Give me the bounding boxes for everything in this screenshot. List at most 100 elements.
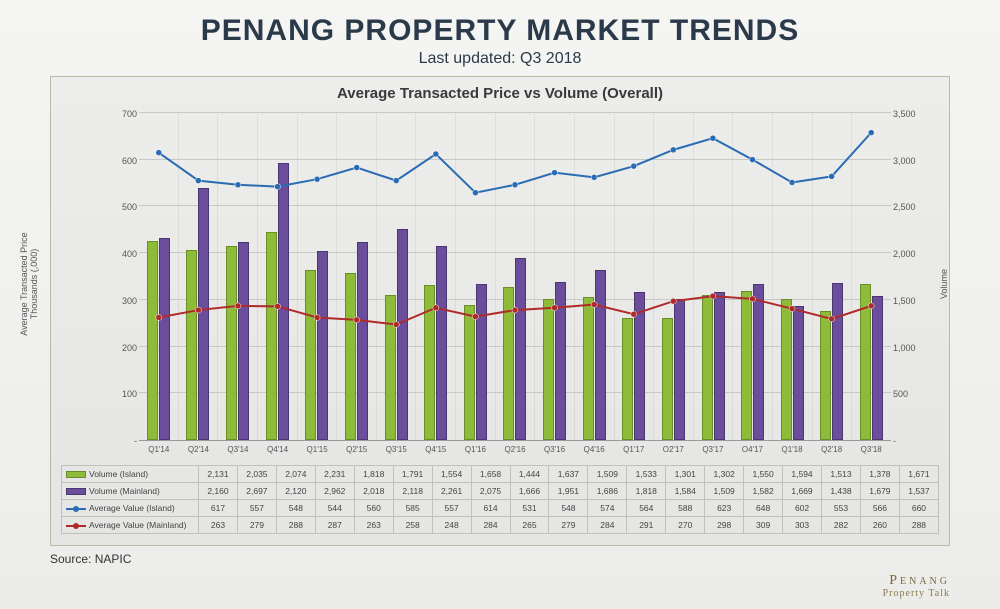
y-tick-right: 3,500 xyxy=(893,109,925,119)
table-cell: 2,261 xyxy=(432,483,471,500)
x-axis-label: Q3'15 xyxy=(376,443,416,461)
table-cell: 1,584 xyxy=(666,483,705,500)
legend-line-icon xyxy=(66,525,86,527)
y-tick-left: 100 xyxy=(109,389,137,399)
bar-volume-island xyxy=(186,250,197,440)
y-tick-right: 1,000 xyxy=(893,343,925,353)
bar-volume-mainland xyxy=(357,242,368,440)
table-cell: 585 xyxy=(393,500,432,517)
x-axis-label: Q3'17 xyxy=(693,443,733,461)
y-tick-right: 500 xyxy=(893,389,925,399)
legend-label: Volume (Mainland) xyxy=(62,483,199,500)
y-axis-left-label: Average Transacted Price Thousands (,000… xyxy=(19,214,39,354)
table-cell: 1,554 xyxy=(432,466,471,483)
table-cell: 648 xyxy=(744,500,783,517)
table-row: Average Value (Mainland)2632792882872632… xyxy=(62,517,939,534)
table-cell: 1,686 xyxy=(588,483,627,500)
legend-line-icon xyxy=(66,508,86,510)
table-cell: 1,637 xyxy=(549,466,588,483)
chart-data-table: Volume (Island)2,1312,0352,0742,2311,818… xyxy=(61,465,939,534)
bar-volume-island xyxy=(781,299,792,440)
table-cell: 1,594 xyxy=(783,466,822,483)
table-cell: 263 xyxy=(199,517,238,534)
table-cell: 291 xyxy=(627,517,666,534)
y-tick-left: - xyxy=(109,436,137,446)
brand-line-1: Penang xyxy=(883,574,950,589)
source-label: Source: NAPIC xyxy=(50,552,950,566)
table-cell: 602 xyxy=(783,500,822,517)
table-cell: 564 xyxy=(627,500,666,517)
table-cell: 553 xyxy=(822,500,861,517)
table-cell: 557 xyxy=(432,500,471,517)
table-cell: 531 xyxy=(510,500,549,517)
table-cell: 1,818 xyxy=(354,466,393,483)
table-cell: 1,301 xyxy=(666,466,705,483)
table-cell: 303 xyxy=(783,517,822,534)
y-tick-right: 3,000 xyxy=(893,156,925,166)
table-cell: 1,509 xyxy=(588,466,627,483)
chart-body: Average Transacted Price Thousands (,000… xyxy=(61,106,939,461)
bar-volume-island xyxy=(662,318,673,440)
bar-volume-island xyxy=(385,295,396,440)
table-cell: 2,035 xyxy=(237,466,276,483)
table-cell: 2,075 xyxy=(471,483,510,500)
bar-group xyxy=(139,114,179,440)
table-cell: 1,582 xyxy=(744,483,783,500)
table-cell: 284 xyxy=(588,517,627,534)
y-tick-left: 200 xyxy=(109,343,137,353)
table-cell: 1,669 xyxy=(783,483,822,500)
x-axis-label: Q4'16 xyxy=(574,443,614,461)
legend-label: Volume (Island) xyxy=(62,466,199,483)
table-cell: 2,962 xyxy=(315,483,354,500)
table-row: Volume (Island)2,1312,0352,0742,2311,818… xyxy=(62,466,939,483)
bar-volume-island xyxy=(464,305,475,440)
bar-volume-island xyxy=(622,318,633,440)
y-tick-right: - xyxy=(893,436,925,446)
table-cell: 284 xyxy=(471,517,510,534)
table-cell: 288 xyxy=(899,517,938,534)
table-cell: 588 xyxy=(666,500,705,517)
bar-volume-island xyxy=(226,246,237,440)
table-cell: 1,537 xyxy=(899,483,938,500)
brand-logo: Penang Property Talk xyxy=(883,574,950,599)
bar-volume-island xyxy=(503,287,514,440)
table-cell: 614 xyxy=(471,500,510,517)
x-axis-label: O4'17 xyxy=(733,443,773,461)
bar-group xyxy=(694,114,734,440)
x-axis-label: Q2'18 xyxy=(812,443,852,461)
y-tick-left: 300 xyxy=(109,296,137,306)
legend-swatch-icon xyxy=(66,488,86,495)
page-subtitle: Last updated: Q3 2018 xyxy=(50,50,950,68)
x-axis-label: Q3'16 xyxy=(535,443,575,461)
bar-volume-island xyxy=(702,295,713,440)
table-cell: 248 xyxy=(432,517,471,534)
x-axis-label: Q2'16 xyxy=(495,443,535,461)
table-cell: 548 xyxy=(549,500,588,517)
x-axis-label: Q1'15 xyxy=(297,443,337,461)
bar-volume-mainland xyxy=(476,284,487,440)
x-axis-label: Q2'14 xyxy=(179,443,219,461)
table-cell: 2,231 xyxy=(315,466,354,483)
bar-volume-mainland xyxy=(753,284,764,440)
bar-volume-island xyxy=(266,232,277,440)
gridline xyxy=(139,112,891,113)
bar-volume-island xyxy=(820,311,831,440)
bar-group xyxy=(615,114,655,440)
bar-group xyxy=(258,114,298,440)
bar-group xyxy=(218,114,258,440)
table-cell: 298 xyxy=(705,517,744,534)
table-cell: 2,131 xyxy=(199,466,238,483)
legend-label: Average Value (Island) xyxy=(62,500,199,517)
bar-volume-island xyxy=(424,285,435,440)
bar-group xyxy=(337,114,377,440)
x-axis-label: Q2'15 xyxy=(337,443,377,461)
plot-area xyxy=(139,114,891,441)
table-cell: 557 xyxy=(237,500,276,517)
table-cell: 1,679 xyxy=(860,483,899,500)
table-cell: 2,074 xyxy=(276,466,315,483)
table-cell: 309 xyxy=(744,517,783,534)
bar-group xyxy=(535,114,575,440)
bar-group xyxy=(298,114,338,440)
x-axis-label: Q1'16 xyxy=(456,443,496,461)
y-tick-right: 1,500 xyxy=(893,296,925,306)
